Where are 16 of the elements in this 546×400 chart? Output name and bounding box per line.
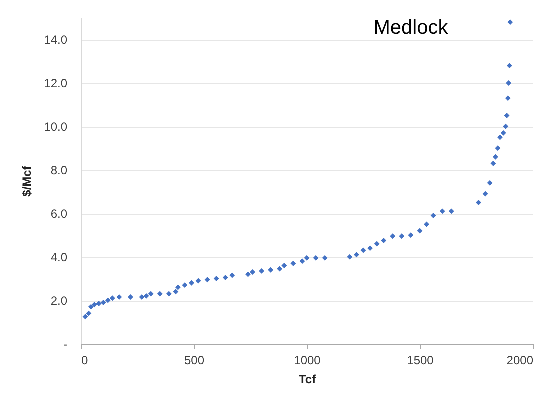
annotation: Medlock [374, 17, 450, 39]
y-tick-label: 10.0 [44, 120, 68, 134]
y-tick-label: 6.0 [50, 207, 68, 222]
x-tick-label: 1000 [294, 354, 322, 368]
x-tick-label: 0 [82, 354, 88, 368]
y-tick-label: - [64, 338, 68, 352]
y-tick-label: 14.0 [44, 33, 68, 48]
x-tick-label: 2000 [506, 354, 534, 368]
x-tick-label: 500 [184, 354, 205, 368]
y-tick-label: 4.0 [50, 250, 68, 265]
y-tick-label: 2.0 [50, 294, 68, 308]
y-tick-label: 12.0 [44, 76, 68, 91]
x-tick-label: 1500 [407, 354, 434, 368]
y-tick-label: 8.0 [50, 164, 68, 178]
y-axis-title: $/Mcf [20, 165, 34, 197]
x-axis-title: Tcf [298, 372, 318, 386]
